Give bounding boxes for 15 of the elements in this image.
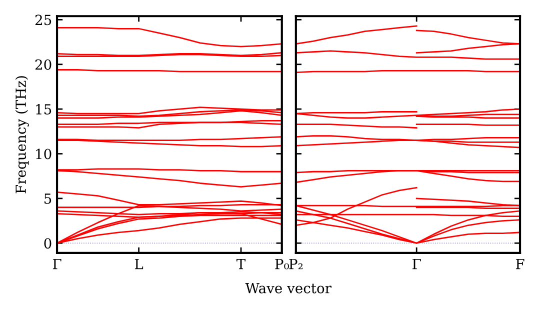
y-tick-label: 0 <box>44 238 52 249</box>
y-tick-label: 10 <box>36 148 52 160</box>
y-tick-label: 25 <box>35 14 52 26</box>
y-tick-label: 20 <box>35 59 52 70</box>
x-tick-label: T <box>236 258 246 270</box>
y-tick-label: 5 <box>44 194 52 204</box>
x-tick-label: F <box>516 258 524 270</box>
y-tick-label: 15 <box>36 104 52 115</box>
x-tick-label: Γ <box>412 258 421 270</box>
x-tick-label: P₂ <box>289 258 303 270</box>
x-tick-label: L <box>134 258 144 270</box>
x-axis-title: Wave vector <box>245 283 332 294</box>
x-tick-label: P₀ <box>275 258 289 270</box>
x-tick-label: Γ <box>52 258 62 270</box>
y-axis-title: Frequency (THz) <box>15 76 29 194</box>
